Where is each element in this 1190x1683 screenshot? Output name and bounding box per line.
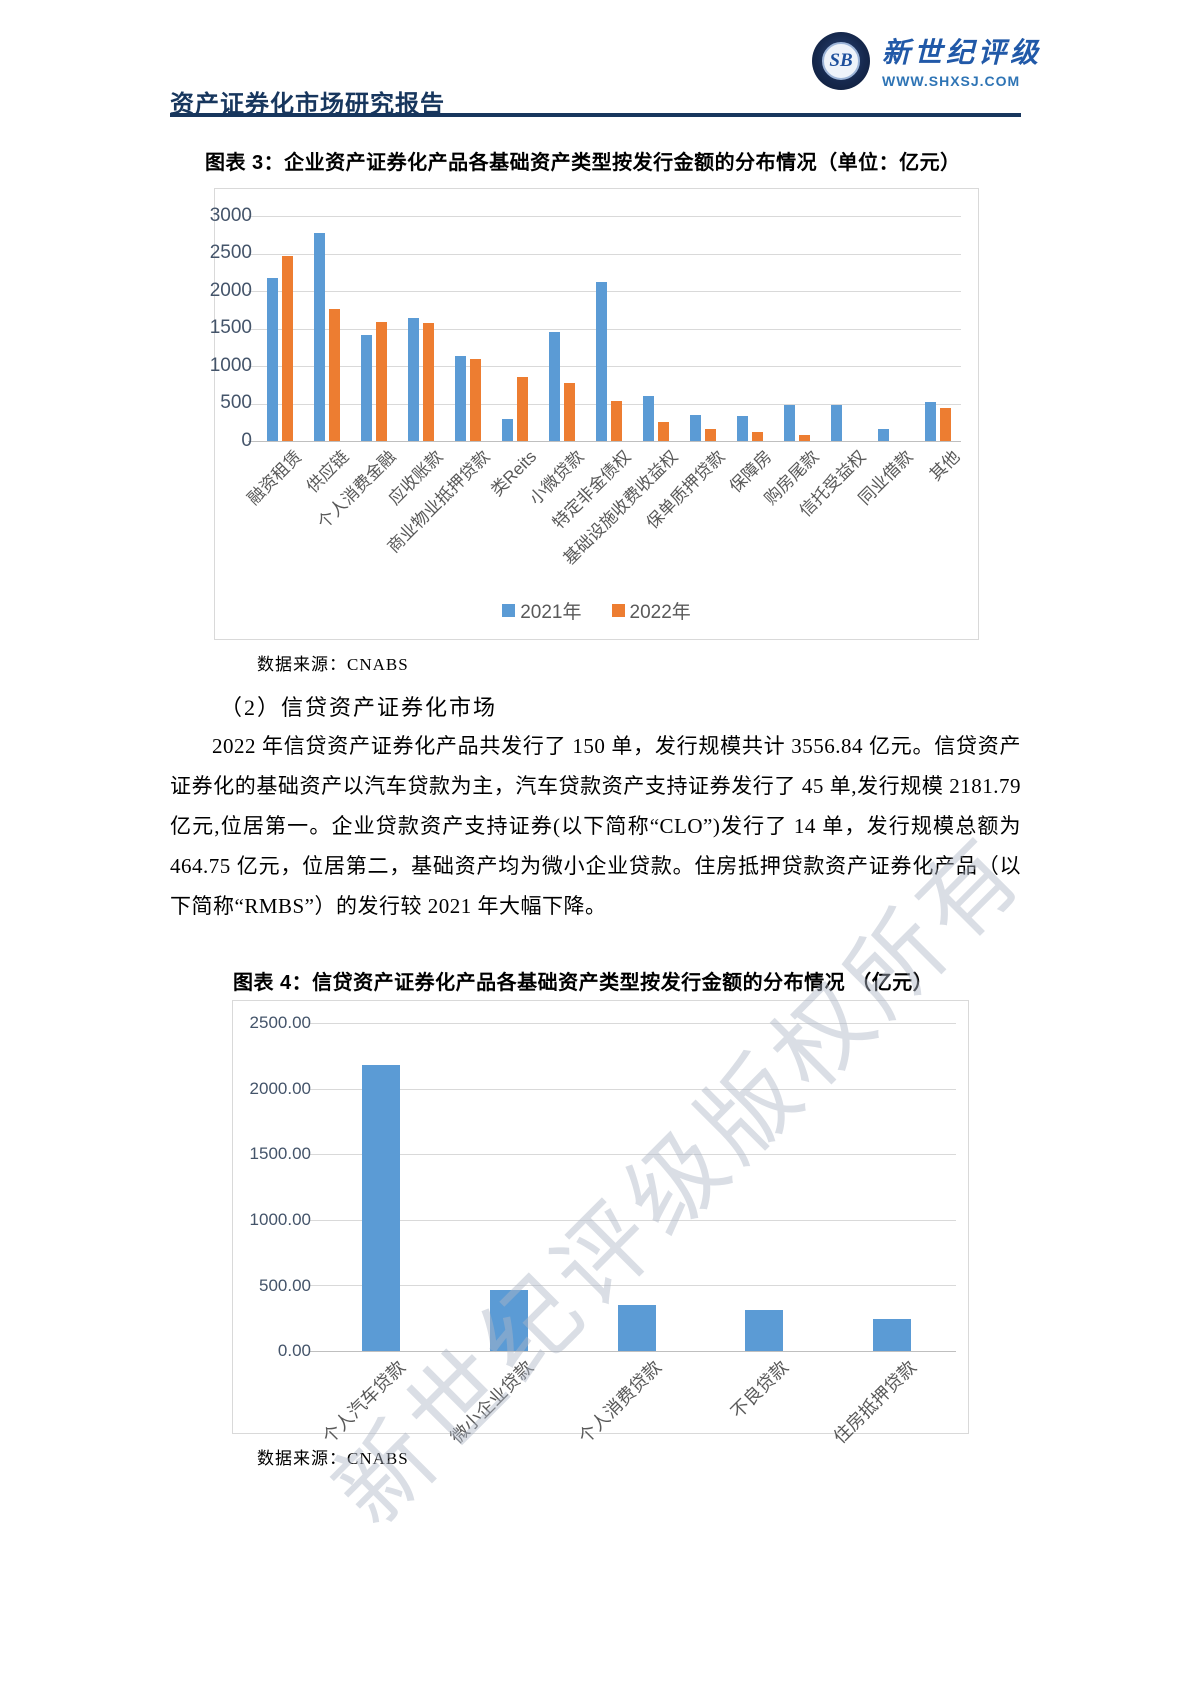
brand-website: WWW.SHXSJ.COM [882,73,1021,89]
gridline [309,1088,956,1090]
bar-2021年-个人消费金融 [360,334,372,441]
bar-2021年-供应链 [313,232,325,441]
brand-logo: SB 新世纪评级 WWW.SHXSJ.COM [812,32,1042,90]
x-axis-line [248,441,961,442]
y-tick-label: 3000 [209,204,252,226]
figure4-title: 图表 4：信贷资产证券化产品各基础资产类型按发行金额的分布情况 （亿元） [233,972,934,994]
brand-badge-icon: SB [812,32,870,90]
bar-发行金额-微小企业贷款 [489,1290,528,1351]
bar-发行金额-个人消费贷款 [617,1305,656,1351]
y-tick-label: 1000 [209,354,252,376]
figure3-bar-chart: 0 500 1000 1500 2000 2500 3000 融资租赁 供应链 个人消费金融 应收账… [210,188,979,640]
bar-2022年-供应链 [328,309,340,441]
bar-2022年-个人消费金融 [375,321,387,441]
bar-2021年-基础设施收费收益权 [642,396,654,441]
bar-发行金额-不良贷款 [745,1310,784,1351]
figure4-source: 数据来源：CNABS [257,1449,409,1468]
x-category-label: 其他 [925,447,963,485]
bar-2021年-同业借款 [877,428,889,441]
x-axis-line [309,1351,956,1352]
y-tick-label: 0.00 [277,1341,311,1361]
bar-2022年-保单质押贷款 [704,429,716,441]
legend-swatch-icon [502,604,516,617]
bar-2022年-基础设施收费收益权 [657,422,669,441]
x-category-label: 个人消费贷款 [574,1357,665,1448]
bar-2021年-其他 [924,401,936,441]
legend-label: 2022年 [629,602,691,623]
y-tick-label: 500 [220,392,252,414]
y-tick-label: 2000 [209,279,252,301]
bar-2022年-其他 [939,408,951,441]
bar-2022年-应收账款 [422,322,434,441]
y-tick-label: 500.00 [259,1275,311,1295]
bar-2022年-小微贷款 [563,383,575,441]
bar-2021年-保单质押贷款 [689,414,701,441]
bar-发行金额-个人汽车贷款 [361,1064,400,1351]
bar-2021年-商业物业抵押贷款 [454,356,466,441]
chart-legend: 2021年 2022年 [215,597,978,624]
bar-2021年-特定非金债权 [595,282,607,441]
gridline [309,1154,956,1156]
bar-2022年-保障房 [751,432,763,441]
bar-2021年-融资租赁 [266,277,278,441]
bar-2022年-商业物业抵押贷款 [469,358,481,441]
gridline [248,216,961,217]
gridline [309,1219,956,1221]
x-category-label: 住房抵押贷款 [829,1357,921,1448]
y-tick-label: 2500 [209,242,252,264]
legend-item-2022年: 2022年 [611,597,691,624]
section-heading: （2）信贷资产证券化市场 [220,695,498,720]
figure3-title: 图表 3：企业资产证券化产品各基础资产类型按发行金额的分布情况（单位：亿元） [205,152,961,174]
bar-2021年-保障房 [736,415,748,441]
y-tick-label: 1500 [209,317,252,339]
y-tick-label: 0 [241,429,252,451]
bar-2022年-特定非金债权 [610,400,622,441]
x-category-label: 微小企业贷款 [446,1357,537,1448]
bar-2021年-类Reits [501,418,513,441]
brand-text-block: 新世纪评级 WWW.SHXSJ.COM [882,32,1043,90]
legend-swatch-icon [611,604,625,617]
bar-2022年-购房尾款 [798,434,810,441]
y-tick-label: 2500.00 [249,1013,311,1033]
x-category-label: 不良贷款 [727,1357,793,1423]
bar-2021年-应收账款 [407,318,419,441]
bar-2021年-小微贷款 [548,331,560,441]
y-tick-label: 1500.00 [249,1144,311,1164]
body-paragraph: 2022 年信贷资产证券化产品共发行了 150 单，发行规模共计 3556.84… [170,734,1021,918]
bar-2022年-类Reits [516,376,528,441]
bar-2022年-融资租赁 [281,255,293,441]
brand-monogram: SB [829,50,853,71]
bar-2021年-信托受益权 [830,405,842,441]
brand-name: 新世纪评级 [882,38,1043,69]
legend-item-2021年: 2021年 [502,597,582,624]
brand-badge-inner: SB [822,42,860,80]
gridline [309,1023,956,1024]
y-tick-label: 1000.00 [249,1210,311,1230]
x-category-label: 融资租赁 [243,447,305,509]
y-tick-label: 2000.00 [249,1078,311,1098]
header-divider [170,113,1021,117]
bar-发行金额-住房抵押贷款 [873,1318,912,1351]
gridline [248,253,961,255]
figure4-bar-chart: 0.00 500.00 1000.00 1500.00 2000.00 2500.00 个人… [232,1000,969,1448]
legend-label: 2021年 [520,602,582,623]
bar-2021年-购房尾款 [783,405,795,441]
gridline [309,1285,956,1287]
figure3-source: 数据来源：CNABS [257,655,409,674]
x-category-label: 个人汽车贷款 [318,1357,410,1448]
